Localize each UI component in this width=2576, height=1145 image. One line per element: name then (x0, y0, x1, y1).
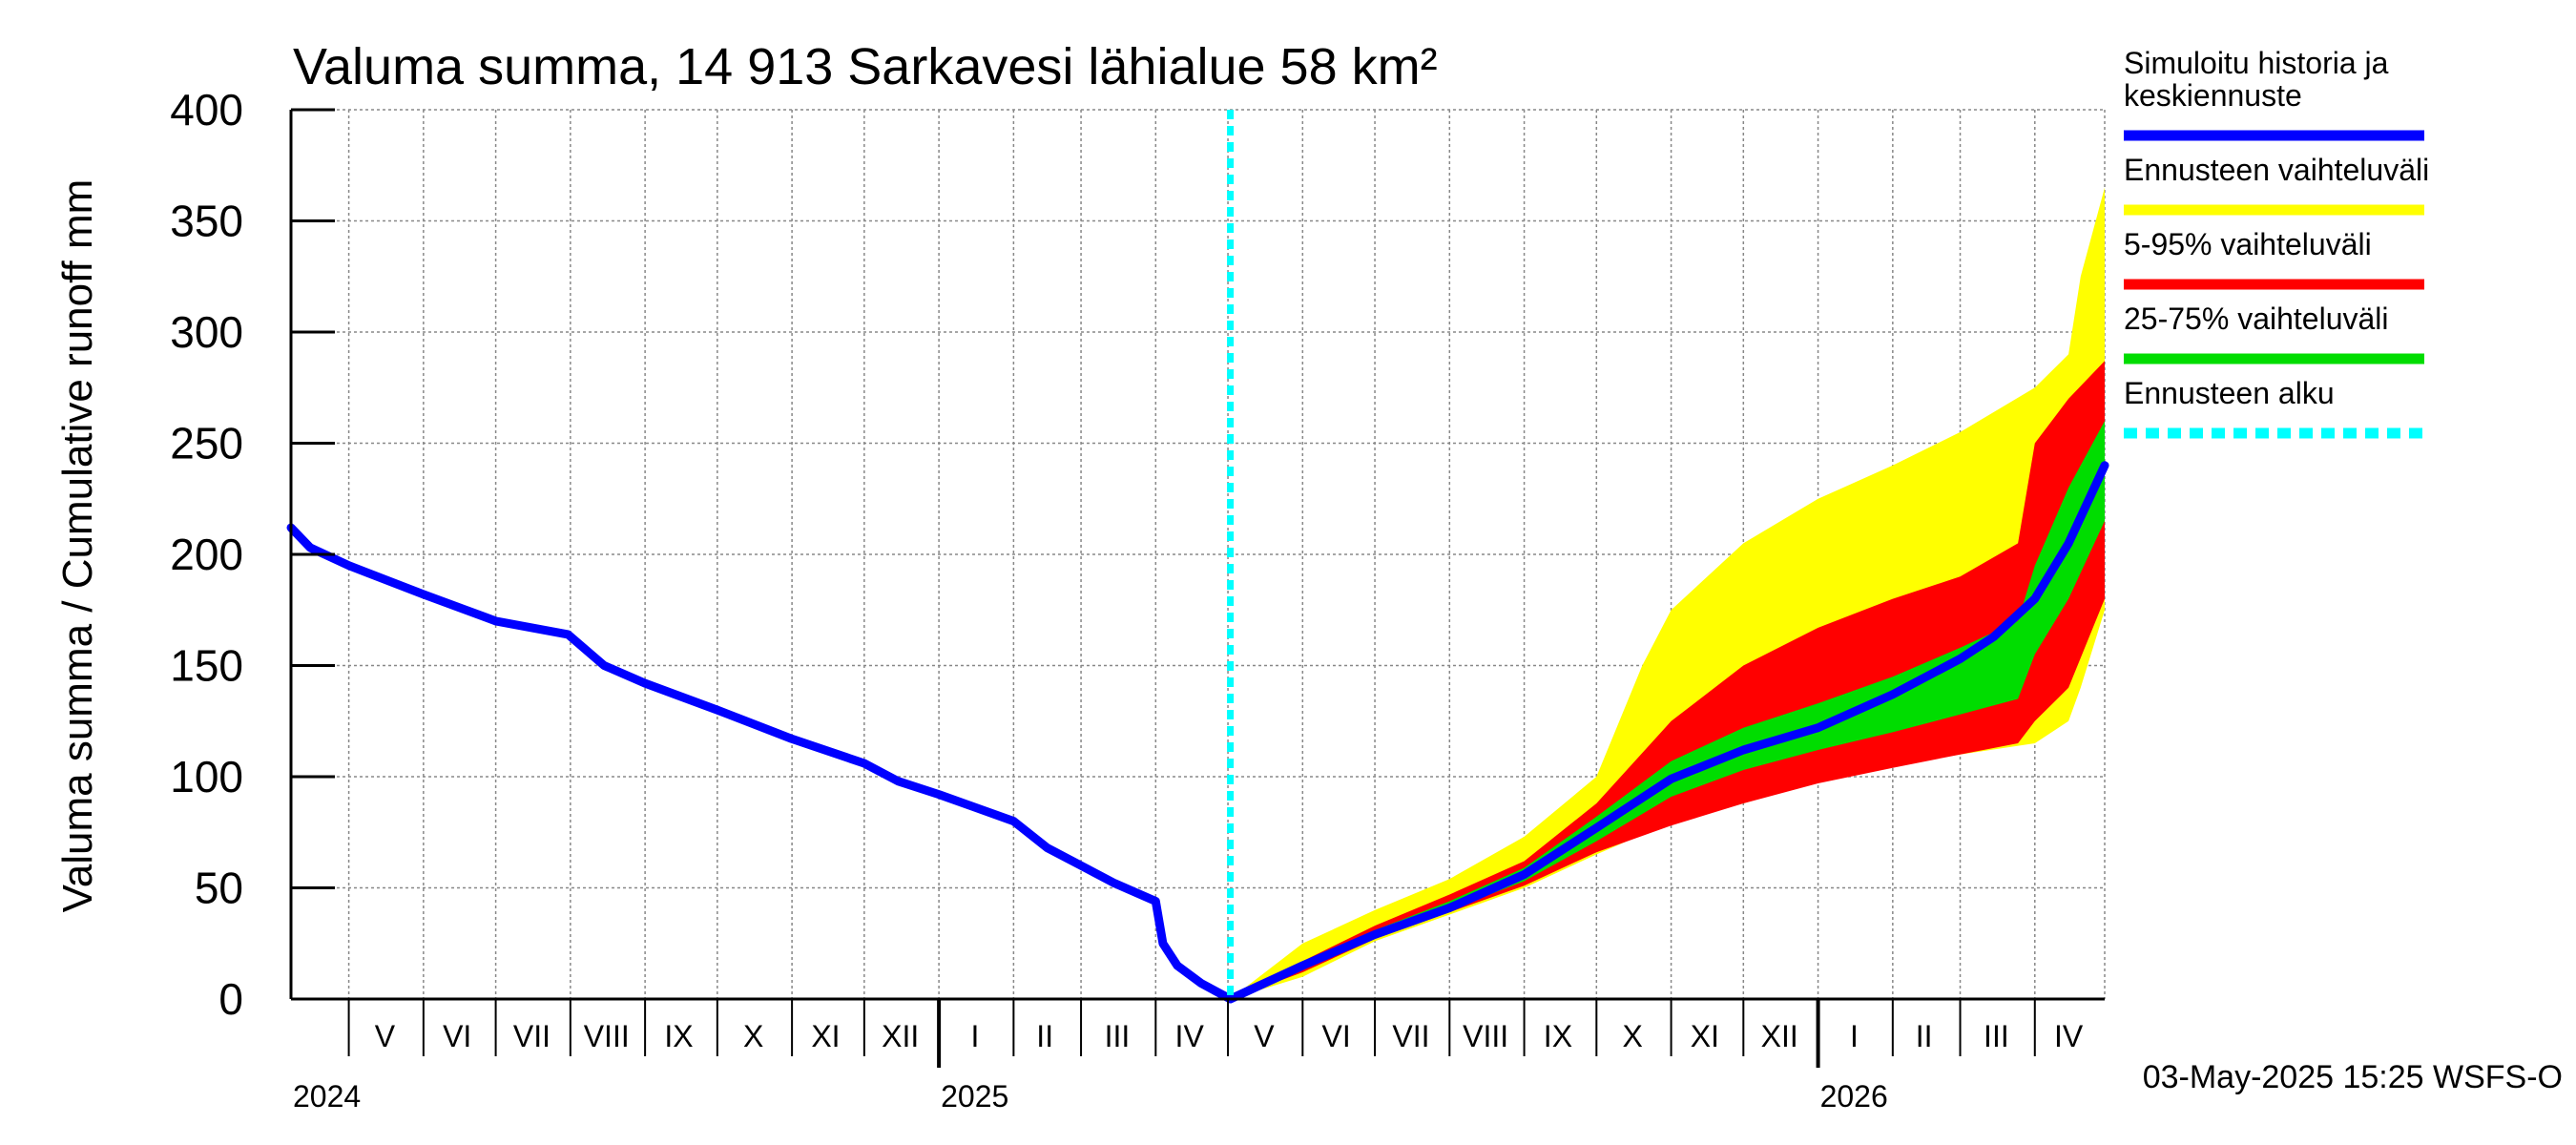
x-month-label: II (1036, 1019, 1053, 1053)
forecast-bands (1230, 187, 2105, 1000)
x-month-label: I (1850, 1019, 1859, 1053)
x-month-label: III (1984, 1019, 2009, 1053)
legend-label: Simuloitu historia ja (2124, 46, 2389, 80)
series-lines (286, 110, 2109, 1004)
y-tick-label: 200 (170, 530, 243, 579)
legend-item: 5-95% vaihteluväli (2124, 227, 2424, 290)
x-year-label: 2025 (941, 1079, 1008, 1114)
y-tick-label: 350 (170, 197, 243, 246)
footer-timestamp: 03-May-2025 15:25 WSFS-O (2143, 1059, 2563, 1095)
x-month-label: V (375, 1019, 396, 1053)
x-year-label: 2026 (1820, 1079, 1888, 1114)
x-month-label: I (971, 1019, 980, 1053)
x-month-label: X (743, 1019, 763, 1053)
legend-label: 25-75% vaihteluväli (2124, 302, 2389, 336)
x-month-label: IV (2054, 1019, 2084, 1053)
y-tick-label: 250 (170, 419, 243, 468)
y-tick-label: 0 (218, 974, 243, 1024)
y-tick-label: 400 (170, 85, 243, 135)
legend-label: Ennusteen vaihteluväli (2124, 153, 2429, 187)
y-axis-label: Valuma summa / Cumulative runoff mm (54, 179, 101, 913)
x-month-label: VI (1322, 1019, 1351, 1053)
x-month-label: XI (811, 1019, 840, 1053)
x-month-label: VIII (584, 1019, 630, 1053)
y-tick-label: 300 (170, 307, 243, 357)
x-month-label: XII (1761, 1019, 1798, 1053)
y-tick-label: 50 (195, 864, 243, 913)
legend-item: Ennusteen alku (2124, 376, 2424, 439)
x-month-label: IX (1544, 1019, 1572, 1053)
x-year-label: 2024 (293, 1079, 361, 1114)
series-line-median (286, 461, 2109, 1004)
x-month-label: II (1916, 1019, 1933, 1053)
x-month-label: VII (513, 1019, 551, 1053)
x-month-label: XI (1691, 1019, 1719, 1053)
x-month-label: IX (664, 1019, 693, 1053)
x-month-label: VIII (1463, 1019, 1508, 1053)
chart-title: Valuma summa, 14 913 Sarkavesi lähialue … (293, 38, 1438, 95)
legend-item: 25-75% vaihteluväli (2124, 302, 2424, 364)
legend-item: Ennusteen vaihteluväli (2124, 153, 2429, 216)
band-p25-p75 (1230, 421, 2105, 999)
legend-label: keskiennuste (2124, 78, 2302, 113)
x-month-label: VII (1392, 1019, 1429, 1053)
legend-label: Ennusteen alku (2124, 376, 2335, 410)
x-month-label: III (1105, 1019, 1131, 1053)
x-month-label: VI (443, 1019, 471, 1053)
x-month-label: IV (1175, 1019, 1205, 1053)
x-month-label: XII (882, 1019, 919, 1053)
legend-label: 5-95% vaihteluväli (2124, 227, 2372, 261)
y-tick-label: 100 (170, 752, 243, 802)
x-month-label: X (1623, 1019, 1643, 1053)
y-tick-label: 150 (170, 641, 243, 691)
x-month-label: V (1254, 1019, 1275, 1053)
